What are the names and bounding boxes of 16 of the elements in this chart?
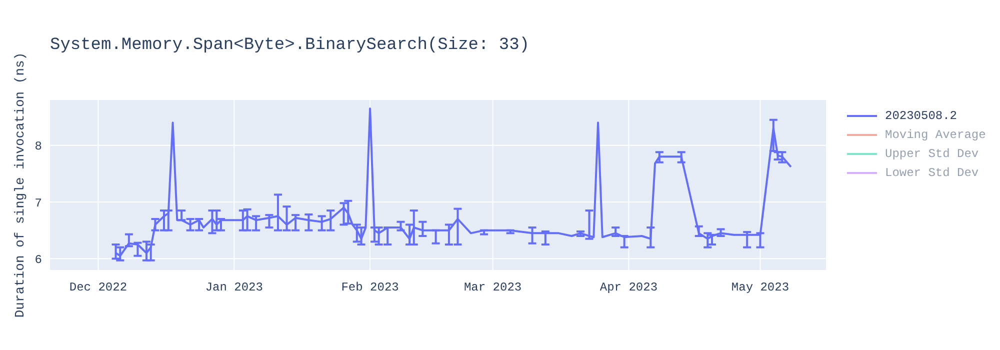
y-tick-label: 6: [34, 252, 42, 267]
legend-label: Lower Std Dev: [885, 166, 979, 180]
x-tick-label: Jan 2023: [205, 280, 263, 295]
x-tick-label: Mar 2023: [464, 280, 522, 295]
legend-label: Moving Average: [885, 128, 986, 142]
chart-title: System.Memory.Span<Byte>.BinarySearch(Size: 33): [50, 36, 530, 55]
legend-label: Upper Std Dev: [885, 146, 979, 160]
line-series: [114, 108, 792, 257]
y-axis-title: Duration of single invocation (ns): [12, 52, 28, 318]
x-tick-label: May 2023: [731, 280, 790, 295]
legend-label: 20230508.2: [885, 108, 958, 122]
x-tick-label: Feb 2023: [341, 280, 399, 295]
x-tick-label: Apr 2023: [600, 280, 658, 295]
x-tick-label: Dec 2022: [69, 280, 128, 295]
y-tick-label: 7: [34, 196, 42, 210]
y-tick-label: 8: [34, 140, 42, 154]
